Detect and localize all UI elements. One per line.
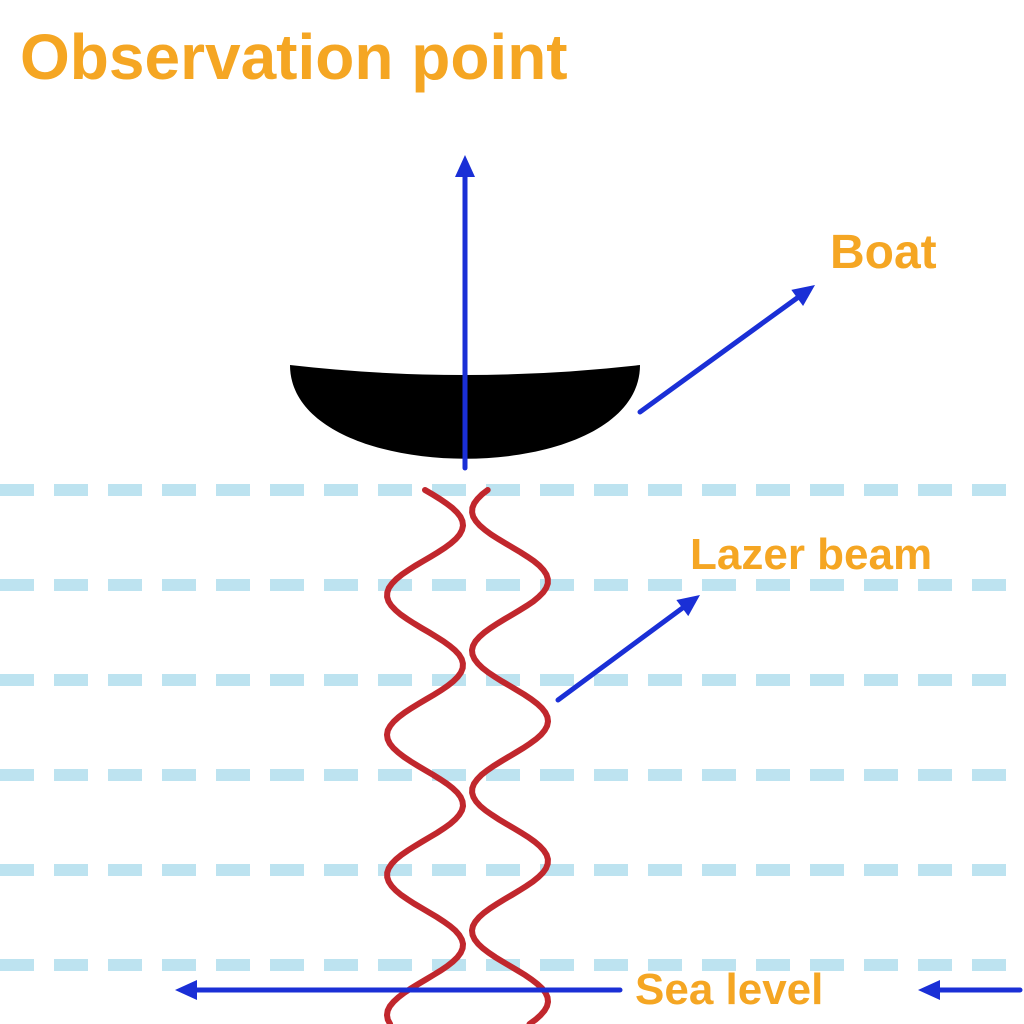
arrow-observation-head — [455, 155, 475, 177]
diagram-svg — [0, 0, 1024, 1024]
arrow-lazer-shaft — [558, 608, 682, 700]
arrow-sea-right-head — [918, 980, 940, 1000]
boat-label: Boat — [830, 225, 937, 280]
lazer-beam-left — [387, 490, 463, 1024]
arrow-sea-left-head — [175, 980, 197, 1000]
arrow-boat-shaft — [640, 298, 797, 412]
lazer-beam-right — [472, 490, 548, 1024]
arrow-boat-head — [791, 285, 815, 306]
sea-level-label: Sea level — [635, 965, 823, 1015]
lazer-beam-label: Lazer beam — [690, 530, 932, 580]
observation-point-label: Observation point — [20, 20, 568, 94]
